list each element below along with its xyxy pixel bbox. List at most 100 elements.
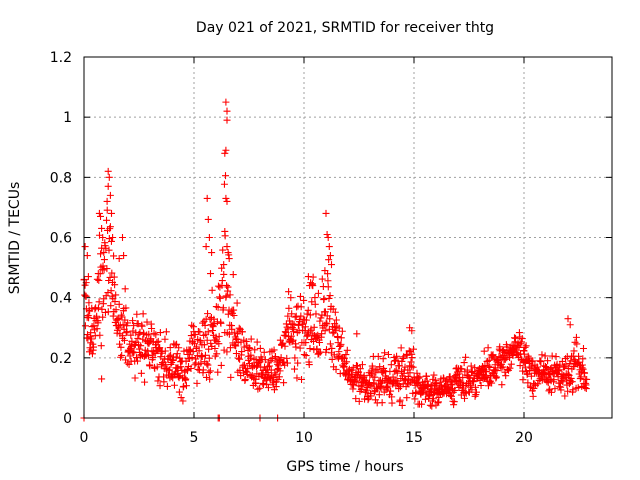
data-point: [225, 255, 233, 263]
data-point: [307, 325, 315, 333]
y-tick-label: 0.6: [50, 231, 72, 247]
data-point: [339, 363, 347, 371]
data-point: [326, 340, 334, 348]
data-point: [267, 366, 275, 374]
data-point: [123, 359, 131, 367]
data-point: [193, 379, 201, 387]
data-point: [403, 394, 411, 402]
data-point: [342, 351, 350, 359]
data-point: [566, 378, 574, 386]
data-point: [272, 371, 280, 379]
data-point: [296, 292, 304, 300]
data-point: [555, 366, 563, 374]
data-point: [102, 292, 110, 300]
data-point: [266, 362, 274, 370]
data-point: [408, 327, 416, 335]
data-point: [200, 341, 208, 349]
data-point: [321, 267, 329, 275]
data-point: [223, 107, 231, 115]
data-point: [376, 383, 384, 391]
data-point: [202, 243, 210, 251]
data-point: [326, 252, 334, 260]
data-point: [332, 365, 340, 373]
data-point: [166, 366, 174, 374]
data-point: [462, 353, 470, 361]
data-point: [396, 396, 404, 404]
data-point: [90, 343, 98, 351]
data-point: [467, 362, 475, 370]
data-point: [277, 354, 285, 362]
data-point: [507, 360, 515, 368]
data-point: [388, 399, 396, 407]
data-point: [133, 310, 141, 318]
data-point: [576, 375, 584, 383]
data-point: [150, 329, 158, 337]
data-point: [313, 345, 321, 353]
data-point: [421, 395, 429, 403]
data-point: [308, 298, 316, 306]
x-tick-label: 0: [80, 430, 89, 446]
data-point: [450, 398, 458, 406]
data-point: [311, 300, 319, 308]
data-point: [306, 345, 314, 353]
data-point: [499, 363, 507, 371]
data-point: [95, 298, 103, 306]
x-tick-label: 15: [405, 430, 423, 446]
data-point: [393, 352, 401, 360]
data-point: [388, 393, 396, 401]
data-point: [538, 351, 546, 359]
data-point: [109, 234, 117, 241]
data-point: [212, 333, 220, 341]
data-point: [302, 352, 310, 360]
data-point: [122, 304, 130, 312]
data-point: [398, 357, 406, 365]
data-point: [374, 366, 382, 374]
data-point: [153, 338, 161, 346]
data-point: [130, 322, 138, 330]
data-point: [312, 310, 320, 318]
data-point: [222, 98, 230, 106]
data-point: [291, 313, 299, 321]
data-point: [206, 375, 214, 383]
data-point: [569, 386, 577, 394]
data-point: [129, 349, 137, 357]
data-point: [545, 371, 553, 379]
data-point: [300, 296, 308, 304]
data-point: [322, 209, 330, 217]
data-point: [306, 311, 314, 319]
data-point: [119, 321, 127, 329]
y-tick-label: 1.2: [50, 50, 72, 66]
data-point: [220, 180, 228, 188]
data-point: [203, 360, 211, 368]
data-point: [301, 323, 309, 331]
data-point: [305, 361, 313, 369]
data-point: [81, 291, 89, 299]
data-point: [224, 283, 232, 291]
data-point: [162, 328, 170, 336]
data-point: [242, 337, 250, 345]
data-point: [251, 346, 259, 354]
data-point: [109, 312, 117, 320]
plot-frame: [83, 56, 613, 419]
data-point: [141, 378, 149, 386]
data-point: [515, 344, 523, 352]
data-point: [88, 304, 96, 312]
data-point: [519, 367, 527, 375]
data-point: [518, 338, 526, 346]
data-point: [521, 363, 529, 371]
data-point: [418, 400, 426, 408]
data-point: [510, 334, 518, 342]
data-point: [271, 353, 279, 361]
data-point: [241, 361, 249, 369]
data-point: [98, 375, 106, 383]
data-point: [368, 370, 376, 378]
data-point: [316, 317, 324, 325]
data-point: [226, 291, 234, 299]
data-point: [198, 352, 206, 360]
data-point: [165, 352, 173, 360]
data-point: [288, 310, 296, 318]
data-point: [230, 329, 238, 337]
data-point: [81, 243, 89, 251]
data-point: [275, 373, 283, 381]
data-point: [84, 273, 92, 281]
